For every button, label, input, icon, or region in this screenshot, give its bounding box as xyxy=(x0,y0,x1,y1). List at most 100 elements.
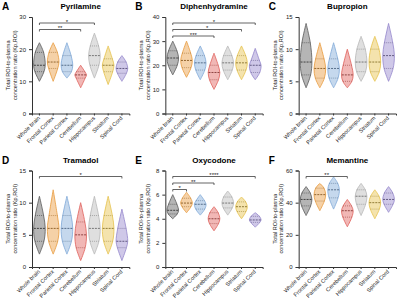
y-tick-mark xyxy=(162,89,165,90)
y-axis-line xyxy=(162,171,166,268)
violin xyxy=(355,36,367,81)
quartile-line xyxy=(251,216,260,217)
y-tick: 15 xyxy=(286,14,299,20)
violin xyxy=(341,199,353,226)
quartile-line xyxy=(118,62,127,63)
quartile-line xyxy=(118,228,127,229)
y-tick: 0 xyxy=(289,111,298,117)
quartile-line xyxy=(237,55,246,56)
violin-group xyxy=(236,46,248,80)
x-axis-line xyxy=(33,268,130,270)
y-tick-mark xyxy=(162,65,165,66)
y-tick: 30 xyxy=(19,14,32,20)
quartile-line xyxy=(302,205,311,206)
median-line xyxy=(342,210,353,211)
violin xyxy=(208,207,220,231)
quartile-line xyxy=(182,206,191,207)
median-line xyxy=(250,65,261,66)
violin-group xyxy=(34,43,46,82)
x-tick-mark xyxy=(39,114,40,116)
panel-label: D xyxy=(2,155,9,166)
y-tick-mark xyxy=(29,17,32,18)
x-tick-mark xyxy=(172,114,173,116)
x-axis-line xyxy=(33,114,130,116)
x-tick-label: Spinal Cord xyxy=(232,115,257,140)
quartile-line xyxy=(63,55,72,56)
quartile-line xyxy=(315,58,324,59)
violin xyxy=(75,203,87,261)
quartile-line xyxy=(104,215,113,216)
y-tick: 10 xyxy=(19,79,32,85)
median-line xyxy=(369,202,380,203)
median-line xyxy=(208,72,219,73)
quartile-line xyxy=(182,198,191,199)
x-tick-mark xyxy=(347,267,348,269)
violin xyxy=(116,56,128,82)
violin xyxy=(167,195,179,219)
x-tick-label: Spinal Cord xyxy=(99,115,124,140)
violin-group xyxy=(300,23,312,87)
y-tick-mark xyxy=(162,114,165,115)
violin xyxy=(47,190,59,254)
violin xyxy=(383,23,395,81)
violins xyxy=(167,191,261,231)
y-tick-mark xyxy=(296,267,299,268)
median-line xyxy=(208,218,219,219)
y-tick: 4 xyxy=(156,216,165,222)
quartile-line xyxy=(63,215,72,216)
x-tick-mark xyxy=(186,114,187,116)
y-tick-label: 0 xyxy=(156,111,160,117)
median-line xyxy=(61,228,72,229)
x-tick: Spinal Cord xyxy=(99,114,124,140)
violin xyxy=(328,177,340,209)
title: Bupropion xyxy=(327,2,368,11)
violin xyxy=(300,23,312,87)
quartile-line xyxy=(251,222,260,223)
y-tick-label: 0 xyxy=(289,111,293,117)
y-tick-label: 10 xyxy=(153,87,160,93)
x-tick-mark xyxy=(319,267,320,269)
violin-group xyxy=(355,183,367,215)
quartile-line xyxy=(357,204,366,205)
y-tick: 0 xyxy=(23,264,32,270)
panel-label: A xyxy=(2,1,9,12)
violin-group xyxy=(300,187,312,216)
x-axis-line xyxy=(166,114,263,116)
significance-label: * xyxy=(206,25,209,31)
y-axis-line xyxy=(296,18,300,115)
quartile-line xyxy=(357,71,366,72)
median-line xyxy=(116,241,127,242)
quartile-line xyxy=(35,71,44,72)
y-tick-label: 5 xyxy=(289,79,293,85)
quartile-line xyxy=(168,50,177,51)
x-axis: Whole brainFrontal CortexParietal Cortex… xyxy=(282,267,396,299)
violin-group xyxy=(342,49,354,88)
median-line xyxy=(167,58,178,59)
violin xyxy=(61,43,73,78)
y-tick-label: 60 xyxy=(286,168,293,174)
quartile-line xyxy=(118,247,127,248)
y-axis-title: Total ROI-to-plasmaconcentration ratio (… xyxy=(5,30,18,100)
y-tick-mark xyxy=(296,235,299,236)
quartile-line xyxy=(302,193,311,194)
x-axis: Whole brainFrontal CortexParietal Cortex… xyxy=(16,267,130,299)
plot-area: Diphenhydramine010203040Whole brainFront… xyxy=(138,2,263,145)
median-line xyxy=(34,65,45,66)
violin-group xyxy=(181,41,193,77)
title: Pyrilamine xyxy=(60,2,101,11)
violin-group xyxy=(208,53,220,89)
x-tick-mark xyxy=(214,114,215,116)
figure: APyrilamine0102030Whole brainFrontal Cor… xyxy=(0,0,400,307)
plot-area: Tramadol051015Whole brainFrontal CortexP… xyxy=(5,156,130,299)
violin-group xyxy=(34,196,46,254)
median-line xyxy=(195,204,206,205)
x-tick-label: Spinal Cord xyxy=(99,268,124,293)
panel-label: C xyxy=(269,1,276,12)
quartile-line xyxy=(104,241,113,242)
y-tick: 10 xyxy=(19,200,32,206)
quartile-line xyxy=(223,197,232,198)
y-tick: 40 xyxy=(153,14,166,20)
y-tick-label: 0 xyxy=(23,264,27,270)
violin xyxy=(328,43,340,88)
y-tick: 10 xyxy=(286,47,299,53)
